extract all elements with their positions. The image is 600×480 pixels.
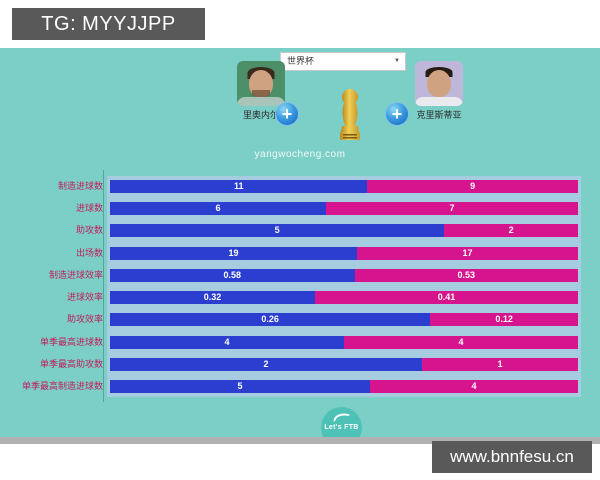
player-right-shoulders: [415, 97, 463, 106]
player-left-name: 里奥内尔: [242, 110, 279, 120]
bar-segment-left: 2: [110, 357, 422, 371]
stat-label: 助攻数: [75, 225, 103, 236]
chevron-down-icon: ▼: [394, 58, 400, 64]
bar-segment-left: 6: [110, 202, 326, 216]
bar-segment-left: 5: [110, 224, 445, 238]
stat-label: 制造进球数: [57, 181, 103, 191]
bar-segment-right: 0.12: [430, 313, 578, 327]
add-player-right-button[interactable]: +: [385, 102, 409, 126]
competition-select[interactable]: 世界杯 ▼: [280, 52, 406, 71]
chart-row: 0.26 0.12: [110, 313, 578, 327]
bar-segment-left: 0.58: [110, 268, 355, 282]
bar-segment-right: 9: [367, 180, 578, 193]
chart-row: 0.32 0.41: [110, 291, 578, 305]
stat-label: 制造进球效率: [48, 269, 103, 280]
player-right-name: 克里斯蒂亚: [416, 110, 462, 120]
stat-label: 助攻效率: [66, 314, 103, 325]
chart-row: 19 17: [110, 246, 578, 260]
tg-badge: TG: MYYJJPP: [12, 8, 205, 40]
stat-label: 进球数: [75, 203, 103, 214]
chart-bars-area: 11 9 6 7 5 2 19 17 0.58 0.53 0.32 0.41 0.26 0.12 4 4 2 1 5…: [107, 176, 581, 397]
ftb-logo-text: Let's FTB: [324, 424, 359, 431]
stat-label: 出场数: [75, 247, 103, 258]
stat-label: 单季最高制造进球数: [21, 380, 103, 391]
chart-axis-line: [103, 170, 104, 402]
player-right-face: [427, 70, 451, 97]
bar-segment-right: 0.53: [354, 268, 578, 282]
player-left-avatar[interactable]: [237, 61, 285, 106]
swoosh-icon: [332, 411, 351, 425]
bar-segment-right: 7: [326, 202, 578, 216]
stat-label: 单季最高助攻数: [39, 358, 103, 369]
bar-segment-left: 0.26: [110, 313, 431, 327]
chart-category-labels: 制造进球数进球数助攻数出场数制造进球效率进球效率助攻效率单季最高进球数 单季最高助…: [0, 176, 105, 397]
bar-segment-left: 0.32: [110, 291, 316, 305]
chart-row: 11 9: [110, 180, 578, 193]
world-cup-trophy-icon: [340, 89, 360, 140]
chart-row: 0.58 0.53: [110, 268, 578, 282]
bar-segment-left: 5: [110, 379, 370, 393]
bar-segment-left: 11: [110, 180, 368, 193]
bottom-divider-strip: [0, 437, 600, 444]
watermark-text: yangwocheng.com: [254, 149, 346, 160]
bar-segment-right: 4: [370, 379, 578, 393]
bar-segment-left: 19: [110, 246, 357, 260]
stat-label: 单季最高进球数: [39, 336, 103, 347]
ftb-logo: Let's FTB: [321, 407, 362, 437]
stat-label: 进球效率: [66, 292, 103, 303]
add-player-left-button[interactable]: +: [275, 102, 299, 126]
player-left-face: [249, 70, 273, 97]
player-left-shoulders: [237, 97, 285, 106]
player-right-avatar[interactable]: [415, 61, 463, 106]
bar-segment-right: 0.41: [315, 291, 578, 305]
site-url-badge: www.bnnfesu.cn: [432, 441, 592, 473]
competition-select-value: 世界杯: [287, 56, 315, 66]
bar-segment-left: 4: [110, 335, 344, 349]
bar-segment-right: 2: [444, 224, 578, 238]
bar-segment-right: 17: [357, 246, 578, 260]
bar-segment-right: 4: [344, 335, 578, 349]
comparison-panel: 世界杯 ▼ 里奥内尔 克里斯蒂亚 + + yangwocheng.com 制造进…: [0, 48, 600, 437]
bar-segment-right: 1: [421, 357, 578, 371]
